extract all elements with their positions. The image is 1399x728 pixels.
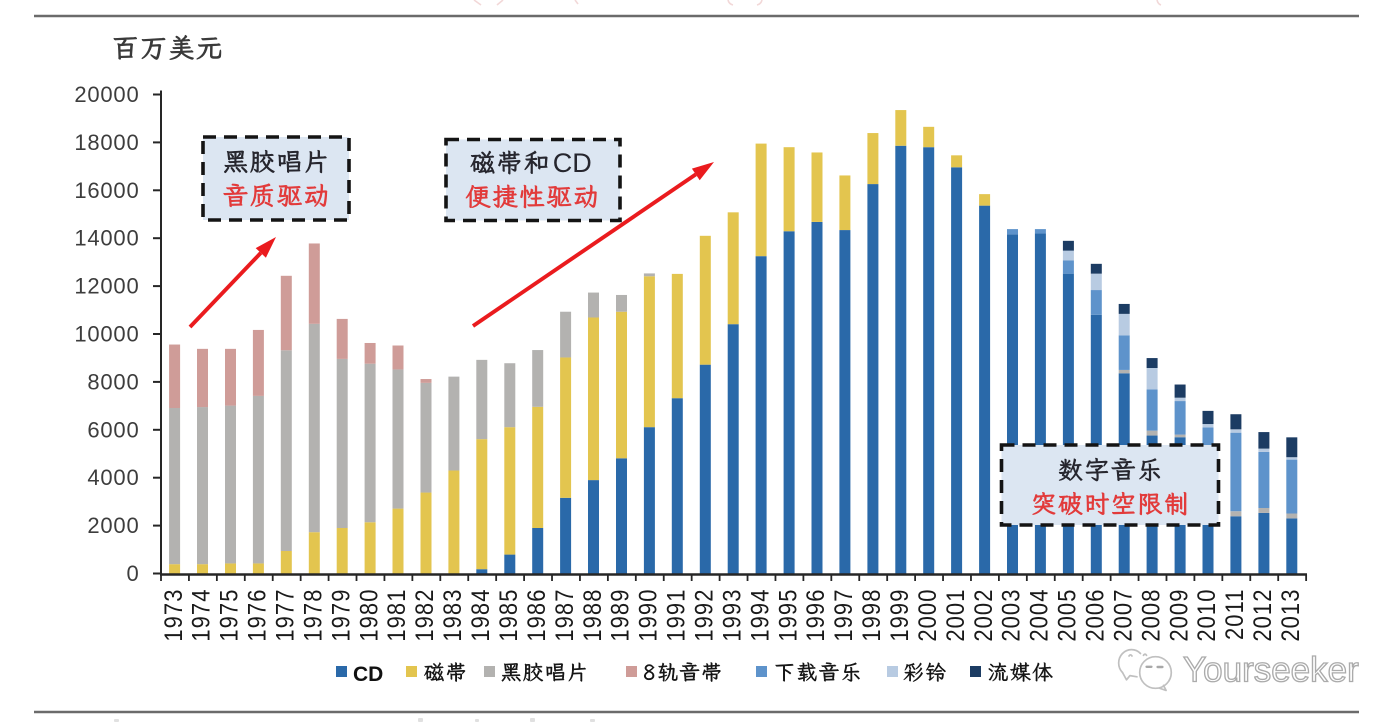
svg-text:1992: 1992 bbox=[690, 589, 718, 642]
svg-text:12000: 12000 bbox=[74, 274, 139, 299]
svg-text:2013: 2013 bbox=[1277, 589, 1305, 642]
svg-text:2000: 2000 bbox=[914, 589, 942, 642]
svg-text:1993: 1993 bbox=[718, 589, 746, 642]
svg-text:2004: 2004 bbox=[1025, 589, 1053, 642]
svg-text:6000: 6000 bbox=[87, 417, 139, 442]
svg-text:CD: CD bbox=[353, 663, 383, 686]
svg-text:1981: 1981 bbox=[383, 589, 411, 642]
svg-text:1982: 1982 bbox=[411, 589, 439, 642]
svg-text:1975: 1975 bbox=[215, 589, 243, 642]
svg-text:1979: 1979 bbox=[327, 589, 355, 642]
svg-text:4000: 4000 bbox=[87, 465, 139, 490]
svg-text:1999: 1999 bbox=[886, 589, 914, 642]
svg-text:1997: 1997 bbox=[830, 589, 858, 642]
svg-text:1995: 1995 bbox=[774, 589, 802, 642]
svg-text:8000: 8000 bbox=[87, 369, 139, 394]
svg-text:1996: 1996 bbox=[802, 589, 830, 642]
svg-text:1988: 1988 bbox=[579, 589, 607, 642]
svg-text:1991: 1991 bbox=[662, 589, 690, 642]
svg-text:16000: 16000 bbox=[74, 178, 139, 203]
svg-text:2012: 2012 bbox=[1249, 589, 1277, 642]
svg-text:1990: 1990 bbox=[634, 589, 662, 642]
svg-text:20000: 20000 bbox=[74, 82, 139, 107]
svg-text:2010: 2010 bbox=[1193, 589, 1221, 642]
svg-text:14000: 14000 bbox=[74, 226, 139, 251]
svg-text:CD: CD bbox=[553, 148, 592, 178]
svg-text:1977: 1977 bbox=[271, 589, 299, 642]
svg-text:1987: 1987 bbox=[551, 589, 579, 642]
svg-text:1978: 1978 bbox=[299, 589, 327, 642]
svg-text:1973: 1973 bbox=[160, 589, 188, 642]
svg-text:0: 0 bbox=[126, 561, 139, 586]
svg-text:1998: 1998 bbox=[858, 589, 886, 642]
svg-text:18000: 18000 bbox=[74, 130, 139, 155]
svg-text:1984: 1984 bbox=[467, 589, 495, 642]
svg-text:2009: 2009 bbox=[1165, 589, 1193, 642]
svg-text:Yourseeker: Yourseeker bbox=[1183, 651, 1359, 690]
svg-text:1985: 1985 bbox=[495, 589, 523, 642]
svg-text:1974: 1974 bbox=[187, 589, 215, 642]
svg-text:1994: 1994 bbox=[746, 589, 774, 642]
svg-text:2005: 2005 bbox=[1053, 589, 1081, 642]
svg-text:1980: 1980 bbox=[355, 589, 383, 642]
svg-text:2001: 2001 bbox=[942, 589, 970, 642]
svg-text:10000: 10000 bbox=[74, 322, 139, 347]
svg-text:2003: 2003 bbox=[997, 589, 1025, 642]
svg-text:1989: 1989 bbox=[606, 589, 634, 642]
svg-text:1983: 1983 bbox=[439, 589, 467, 642]
svg-text:2006: 2006 bbox=[1081, 589, 1109, 642]
svg-text:2007: 2007 bbox=[1109, 589, 1137, 642]
svg-text:2011: 2011 bbox=[1221, 589, 1249, 641]
svg-text:1986: 1986 bbox=[523, 589, 551, 642]
svg-text:2002: 2002 bbox=[970, 589, 998, 642]
svg-text:1976: 1976 bbox=[243, 589, 271, 642]
svg-text:2000: 2000 bbox=[87, 513, 139, 538]
svg-text:2008: 2008 bbox=[1137, 589, 1165, 642]
